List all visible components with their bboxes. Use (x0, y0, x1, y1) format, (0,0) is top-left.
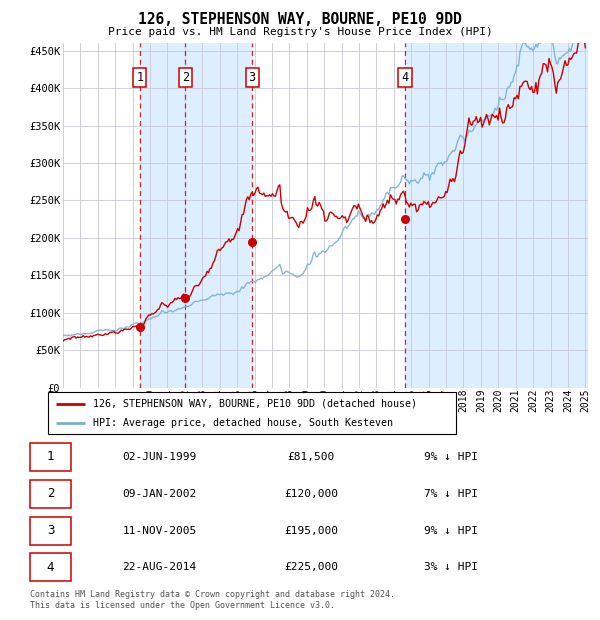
Text: 3: 3 (47, 524, 54, 537)
Text: 2: 2 (182, 71, 189, 84)
Text: 02-JUN-1999: 02-JUN-1999 (122, 452, 197, 462)
FancyBboxPatch shape (30, 443, 71, 471)
Text: HPI: Average price, detached house, South Kesteven: HPI: Average price, detached house, Sout… (93, 418, 393, 428)
Text: 9% ↓ HPI: 9% ↓ HPI (424, 452, 478, 462)
FancyBboxPatch shape (30, 480, 71, 508)
Text: 1: 1 (136, 71, 143, 84)
Bar (140, 43, 185, 388)
FancyBboxPatch shape (30, 516, 71, 544)
Text: This data is licensed under the Open Government Licence v3.0.: This data is licensed under the Open Gov… (30, 601, 335, 611)
Text: 126, STEPHENSON WAY, BOURNE, PE10 9DD (detached house): 126, STEPHENSON WAY, BOURNE, PE10 9DD (d… (93, 399, 417, 409)
Text: £195,000: £195,000 (284, 526, 338, 536)
Bar (405, 43, 590, 388)
Text: Price paid vs. HM Land Registry's House Price Index (HPI): Price paid vs. HM Land Registry's House … (107, 27, 493, 37)
Text: 09-JAN-2002: 09-JAN-2002 (122, 489, 197, 498)
Text: 2: 2 (47, 487, 54, 500)
Text: £81,500: £81,500 (287, 452, 334, 462)
Text: £120,000: £120,000 (284, 489, 338, 498)
Text: 22-AUG-2014: 22-AUG-2014 (122, 562, 197, 572)
Text: 7% ↓ HPI: 7% ↓ HPI (424, 489, 478, 498)
Text: £225,000: £225,000 (284, 562, 338, 572)
Text: 126, STEPHENSON WAY, BOURNE, PE10 9DD: 126, STEPHENSON WAY, BOURNE, PE10 9DD (138, 12, 462, 27)
Text: 3: 3 (248, 71, 256, 84)
Text: 4: 4 (401, 71, 409, 84)
Text: 11-NOV-2005: 11-NOV-2005 (122, 526, 197, 536)
Text: 9% ↓ HPI: 9% ↓ HPI (424, 526, 478, 536)
Bar (185, 43, 252, 388)
FancyBboxPatch shape (30, 554, 71, 582)
Text: 3% ↓ HPI: 3% ↓ HPI (424, 562, 478, 572)
Text: 4: 4 (47, 561, 54, 574)
Text: 1: 1 (47, 450, 54, 463)
Text: Contains HM Land Registry data © Crown copyright and database right 2024.: Contains HM Land Registry data © Crown c… (30, 590, 395, 600)
